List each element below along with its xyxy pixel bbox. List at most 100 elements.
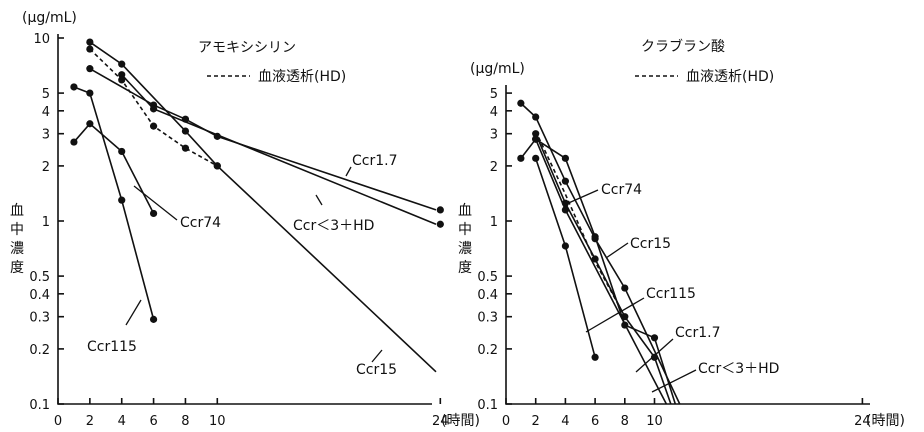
- p1-y-ticks: 0.1 0.2 0.3 0.4 0.5 1 2 3 4 5 10: [29, 32, 64, 413]
- p2-series-2-point: [532, 130, 540, 138]
- p1-ytick-label: 5: [42, 87, 50, 102]
- p1-x-ticks: 0 2 4 6 8 10 24: [54, 398, 449, 429]
- p2-ytick-label: 2: [490, 160, 498, 175]
- p2-ytick-label: 0.1: [477, 398, 498, 413]
- p1-xtick-label: 24: [432, 414, 449, 429]
- p2-unit-label: (μg/mL): [470, 61, 525, 77]
- p1-unit-label: (μg/mL): [22, 10, 77, 26]
- p2-series-line-5: [534, 130, 626, 318]
- p2-ytick-label: 0.5: [477, 270, 498, 285]
- p1-label-ccr115: Ccr115: [87, 339, 137, 355]
- p2-ylabel-char-3: 度: [458, 260, 472, 276]
- p1-series-2-point: [86, 38, 94, 46]
- p2-axes: [505, 85, 870, 405]
- p2-ytick-label: 0.4: [477, 288, 498, 303]
- p2-series-4-point: [532, 154, 540, 162]
- p1-x-unit: (時間): [441, 413, 480, 429]
- p1-series-group: [70, 38, 444, 373]
- p2-series-1-point: [650, 334, 659, 342]
- p2-title: クラブラン酸: [641, 38, 725, 55]
- p1-label-ccr3hd: Ccr＜3＋HD: [293, 218, 374, 234]
- p2-ylabel-char-0: 血: [458, 203, 472, 219]
- p1-series-5-point: [86, 89, 94, 97]
- p2-legend-text: 血液透析(HD): [686, 69, 774, 85]
- p1-ylabel-char-2: 濃: [10, 241, 24, 257]
- p2-series-line-3: [520, 137, 668, 405]
- p2-leader-ccr15: [605, 242, 629, 259]
- p1-leader-ccr115: [125, 299, 142, 326]
- p1-series-2-point: [181, 127, 190, 135]
- p1-ytick-label: 1: [42, 215, 50, 230]
- p1-series-0-point: [436, 206, 444, 214]
- p1-ylabel-char-3: 度: [10, 260, 24, 276]
- p1-series-line-4: [73, 122, 155, 214]
- p1-ylabel: 血 中 濃 度: [10, 203, 24, 276]
- p2-series-line-2: [534, 133, 672, 405]
- p1-ytick-label: 10: [33, 32, 50, 47]
- p1-ytick-label: 0.4: [29, 288, 50, 303]
- p1-series-2-point: [118, 60, 126, 68]
- p1-series-3-point: [86, 45, 94, 53]
- p2-series-4-point: [591, 353, 599, 361]
- p2-series-3-point: [517, 154, 525, 162]
- p1-ylabel-char-1: 中: [10, 222, 24, 238]
- p1-label-ccr74: Ccr74: [180, 215, 221, 231]
- p1-series-0-point: [86, 65, 94, 73]
- p1-leader-ccr3hd: [315, 194, 323, 206]
- p2-series-4-point: [561, 242, 570, 250]
- p2-xtick-label: 8: [621, 414, 629, 429]
- p1-series-line-5: [73, 86, 155, 320]
- p1-series-3-point: [118, 76, 126, 84]
- p2-ytick-label: 3: [490, 128, 498, 143]
- p2-series-0-point: [621, 284, 629, 292]
- p2-label-ccr3hd: Ccr＜3＋HD: [698, 361, 779, 377]
- p2-series-0-point: [517, 99, 525, 107]
- p2-series-0-point: [561, 177, 570, 185]
- p1-ytick-label: 3: [42, 128, 50, 143]
- p2-x-ticks: 0 2 4 6 8 10 24: [502, 398, 871, 429]
- p2-series-1-point: [561, 154, 570, 162]
- panel-amoxicillin: (μg/mL) アモキシシリン 血液透析(HD) 0.1 0.2 0.3 0.4 0.5…: [10, 10, 480, 429]
- p1-label-ccr15: Ccr15: [356, 362, 397, 378]
- p1-series-1-point: [118, 71, 126, 79]
- p1-ytick-label: 4: [42, 105, 50, 120]
- p1-ytick-label: 2: [42, 160, 50, 175]
- p2-label-ccr15: Ccr15: [630, 236, 671, 252]
- p1-xtick-label: 6: [149, 414, 157, 429]
- p2-leader-ccr115: [585, 297, 645, 333]
- p2-ylabel-char-1: 中: [458, 222, 472, 238]
- p1-series-4-point: [70, 138, 78, 146]
- p2-series-3-point: [532, 135, 540, 143]
- p1-legend-text: 血液透析(HD): [258, 69, 346, 85]
- p2-label-ccr115: Ccr115: [646, 286, 696, 302]
- p2-ytick-label: 0.2: [477, 343, 498, 358]
- p2-xtick-label: 4: [561, 414, 569, 429]
- p2-label-ccr17: Ccr1.7: [675, 325, 721, 341]
- p2-label-ccr74: Ccr74: [601, 182, 642, 198]
- p1-series-5-point: [70, 83, 78, 91]
- p2-ytick-label: 4: [490, 105, 498, 120]
- p2-series-line-4: [534, 158, 596, 358]
- p1-ytick-label: 0.2: [29, 343, 50, 358]
- p1-leader-ccr74: [133, 185, 178, 221]
- p2-series-0-point: [532, 113, 540, 121]
- p1-series-5-point: [118, 196, 126, 204]
- p1-series-3-point: [149, 122, 158, 130]
- p1-series-line-2: [89, 41, 437, 373]
- p1-xtick-label: 4: [118, 414, 126, 429]
- p2-series-3-point: [561, 206, 570, 214]
- p2-xtick-label: 0: [502, 414, 510, 429]
- p1-series-1-point: [149, 105, 158, 113]
- p2-ylabel-char-2: 濃: [458, 241, 472, 257]
- p2-leader-ccr17: [635, 338, 674, 373]
- p1-title: アモキシシリン: [198, 40, 296, 56]
- p2-series-1-point: [591, 233, 599, 241]
- p1-series-line-1: [121, 74, 437, 225]
- p2-series-line-1: [535, 138, 677, 405]
- p1-xtick-label: 0: [54, 414, 62, 429]
- p2-xtick-label: 24: [854, 414, 871, 429]
- p1-leader-ccr15: [371, 349, 383, 363]
- p1-ytick-label: 0.1: [29, 398, 50, 413]
- panel-clavulanic-acid: (μg/mL) クラブラン酸 血液透析(HD) 0.1 0.2 0.3 0.4 0.5 1…: [458, 38, 905, 429]
